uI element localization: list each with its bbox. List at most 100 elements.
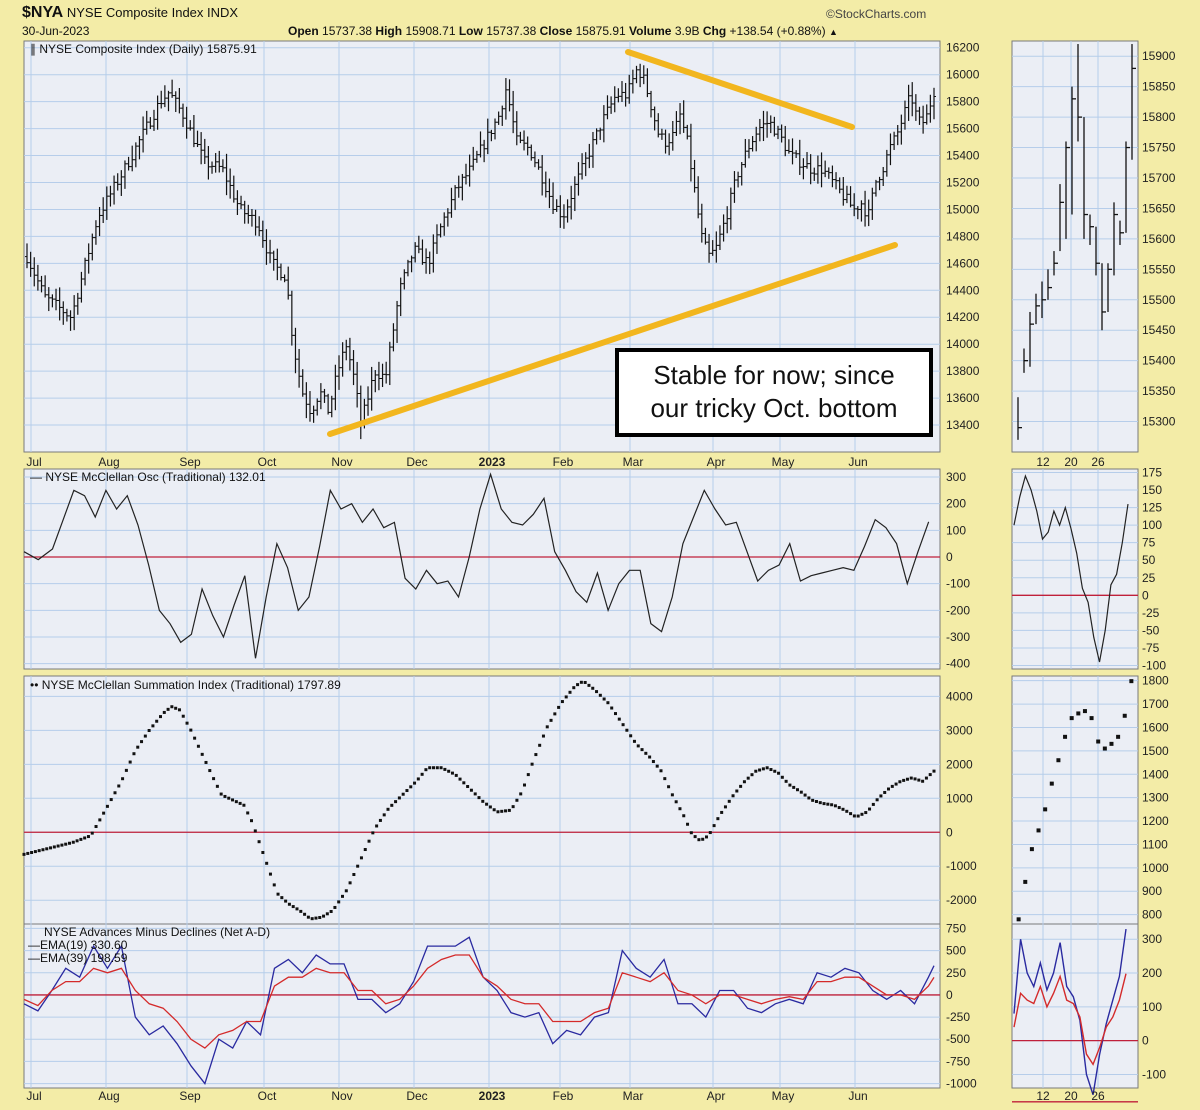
sum-point — [909, 776, 913, 780]
sum-detail-point — [1043, 807, 1048, 812]
sum-point — [45, 847, 49, 851]
nad-detail-y-tick: 200 — [1142, 966, 1162, 980]
price-y-tick: 15000 — [946, 202, 980, 216]
sum-point — [773, 769, 777, 773]
sum-point — [708, 831, 712, 835]
sum-detail-y-tick: 1800 — [1142, 674, 1169, 688]
sum-point — [318, 916, 322, 920]
sum-point — [845, 809, 849, 813]
detail-price-bar — [1077, 44, 1082, 142]
sum-detail-y-tick: 1600 — [1142, 720, 1169, 734]
sum-detail-point — [1016, 917, 1021, 922]
sum-point — [257, 840, 261, 844]
sum-point — [826, 802, 830, 806]
x-tick-label: Sep — [179, 455, 201, 469]
price-detail-y-tick: 15400 — [1142, 354, 1176, 368]
sum-point — [450, 771, 454, 775]
sum-point — [390, 803, 394, 807]
sum-point — [644, 751, 648, 755]
osc-detail-y-tick: -100 — [1142, 658, 1166, 672]
sum-point — [670, 793, 674, 797]
nad-y-tick: 0 — [946, 988, 953, 1002]
sum-point — [640, 748, 644, 752]
sum-point — [64, 842, 68, 846]
x-tick-label: Oct — [258, 455, 277, 469]
osc-y-tick: -100 — [946, 577, 970, 591]
nad-y-tick: -250 — [946, 1010, 970, 1024]
sum-detail-y-tick: 1300 — [1142, 791, 1169, 805]
detail-price-bar — [1107, 263, 1112, 312]
sum-detail-point — [1029, 847, 1034, 852]
detail-panel-price — [1011, 40, 1139, 453]
nad-y-tick: 500 — [946, 944, 966, 958]
sum-detail-y-tick: 1700 — [1142, 697, 1169, 711]
sum-detail-point — [1089, 716, 1094, 721]
price-y-tick: 15400 — [946, 149, 980, 163]
chart-date: 30-Jun-2023 — [22, 24, 90, 38]
sum-detail-point — [1109, 741, 1114, 746]
sum-point — [488, 805, 492, 809]
detail-price-bar — [1089, 214, 1094, 245]
x-tick-label: Feb — [553, 1089, 574, 1103]
sum-point — [268, 872, 272, 876]
sum-point — [890, 784, 894, 788]
sum-point — [761, 767, 765, 771]
sum-point — [462, 781, 466, 785]
sum-point — [413, 781, 417, 785]
sum-point — [306, 915, 310, 919]
sum-point — [394, 800, 398, 804]
sum-point — [807, 796, 811, 800]
sum-point — [443, 767, 447, 771]
sum-point — [193, 736, 197, 740]
sum-point — [689, 831, 693, 835]
sum-detail-y-tick: 1500 — [1142, 744, 1169, 758]
data-marks — [22, 44, 1136, 1095]
sum-point — [549, 718, 553, 722]
sum-point — [109, 798, 113, 802]
x-tick-label: Mar — [623, 455, 644, 469]
sum-detail-point — [1082, 709, 1087, 714]
sum-y-tick: -1000 — [946, 859, 977, 873]
price-y-tick: 13800 — [946, 364, 980, 378]
sum-point — [79, 837, 83, 841]
sum-point — [409, 785, 413, 789]
sum-point — [208, 769, 212, 773]
sum-point — [538, 743, 542, 747]
osc-y-tick: 200 — [946, 497, 966, 511]
sum-point — [511, 805, 515, 809]
sum-detail-point — [1096, 739, 1101, 744]
sum-point — [473, 792, 477, 796]
sum-point — [136, 745, 140, 749]
detail-price-bar — [1059, 184, 1064, 252]
sum-point — [788, 783, 792, 787]
sum-y-tick: 0 — [946, 825, 953, 839]
sum-point — [439, 766, 443, 770]
sum-point — [378, 818, 382, 822]
detail-x-tick-label: 26 — [1091, 455, 1105, 469]
osc-y-tick: -200 — [946, 603, 970, 617]
close-label: Close — [539, 24, 573, 38]
sum-point — [731, 794, 735, 798]
price-detail-y-tick: 15550 — [1142, 262, 1176, 276]
sum-point — [344, 889, 348, 893]
osc-detail-y-tick: 175 — [1142, 466, 1162, 480]
x-tick-label: Jul — [26, 455, 41, 469]
sum-point — [37, 849, 41, 853]
sum-point — [697, 838, 701, 842]
sum-point — [428, 766, 432, 770]
sum-point — [30, 851, 34, 855]
sum-point — [477, 796, 481, 800]
sum-panel-label: •• NYSE McClellan Summation Index (Tradi… — [30, 678, 341, 692]
sum-detail-point — [1049, 781, 1054, 786]
x-tick-label: Dec — [406, 1089, 427, 1103]
sum-point — [739, 784, 743, 788]
ema39-legend: —EMA(39) 198.59 — [28, 951, 128, 965]
scroll-up-arrow-icon[interactable]: ▲ — [828, 27, 838, 37]
sum-point — [803, 793, 807, 797]
price-y-tick: 14400 — [946, 283, 980, 297]
sum-point — [849, 812, 853, 816]
annotation-line-2: our tricky Oct. bottom — [650, 393, 898, 423]
open-value: 15737.38 — [322, 24, 373, 38]
sum-point — [117, 784, 121, 788]
